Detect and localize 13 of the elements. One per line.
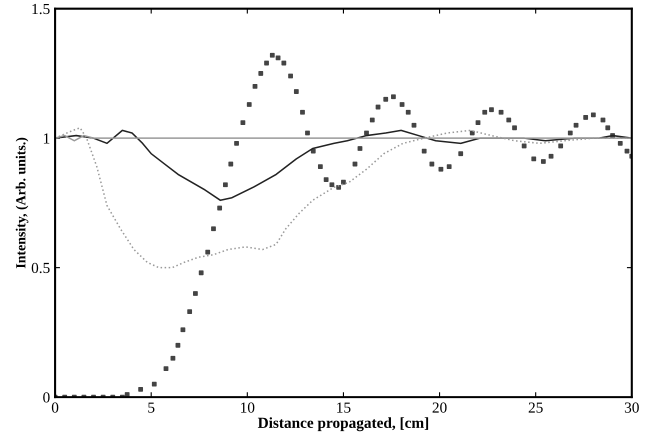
x-tick-label: 0 <box>52 402 58 413</box>
x-tick-label: 25 <box>528 402 543 413</box>
y-tick-label: 1.5 <box>32 4 50 14</box>
y-tick-label: 1 <box>44 133 50 144</box>
x-tick-label: 30 <box>624 402 639 413</box>
x-axis-title: Distance propagated, [cm] <box>258 417 428 432</box>
x-tick-label: 20 <box>432 402 447 413</box>
y-tick-label: 0 <box>43 392 50 403</box>
x-tick-label: 15 <box>337 402 350 413</box>
y-axis-title: Intensity, (Arb. units.) <box>16 138 28 268</box>
x-tick-label: 10 <box>241 402 254 413</box>
x-tick-label: 5 <box>148 402 154 413</box>
y-tick-label: 0.5 <box>32 262 50 274</box>
